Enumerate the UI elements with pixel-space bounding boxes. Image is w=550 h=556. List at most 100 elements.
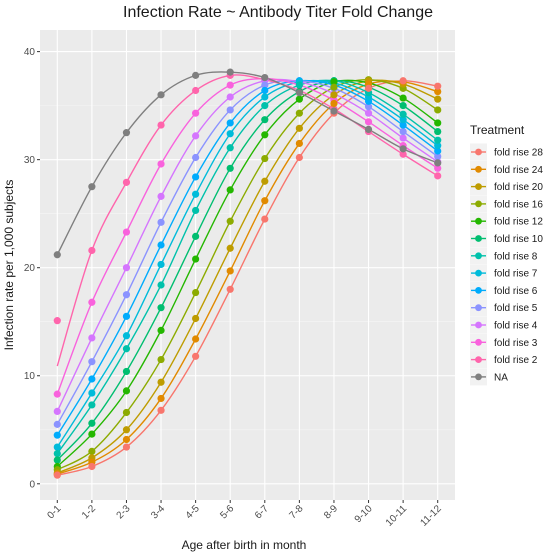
data-point-fold-rise-12 [227,186,234,193]
legend-label: fold rise 5 [494,303,538,314]
data-point-fold-rise-5 [88,358,95,365]
data-point-na [330,107,337,114]
data-point-fold-rise-8 [123,345,130,352]
data-point-fold-rise-2 [54,317,61,324]
data-point-fold-rise-12 [192,255,199,262]
x-tick-label: 5-6 [218,503,236,521]
data-point-fold-rise-24 [261,197,268,204]
data-point-na [434,159,441,166]
legend-label: fold rise 3 [494,338,538,349]
data-point-fold-rise-8 [88,401,95,408]
data-point-fold-rise-12 [400,94,407,101]
x-tick-label: 7-8 [287,503,305,521]
data-point-fold-rise-8 [434,137,441,144]
data-point-fold-rise-28 [296,154,303,161]
legend-item-fold-rise-3: fold rise 3 [470,334,538,351]
data-point-fold-rise-5 [157,219,164,226]
data-point-na [261,74,268,81]
data-point-fold-rise-10 [192,233,199,240]
data-point-fold-rise-12 [88,430,95,437]
x-tick-label: 1-2 [80,503,98,521]
data-point-fold-rise-16 [123,409,130,416]
x-tick-label: 6-7 [253,503,271,521]
data-point-fold-rise-28 [434,83,441,90]
data-point-fold-rise-20 [123,426,130,433]
legend-key-point [475,304,482,311]
data-point-fold-rise-6 [261,87,268,94]
y-tick-label: 40 [24,47,36,58]
legend-key-point [475,183,482,190]
data-point-fold-rise-24 [330,100,337,107]
data-point-fold-rise-12 [296,96,303,103]
data-point-fold-rise-4 [157,193,164,200]
data-point-fold-rise-24 [227,267,234,274]
legend-key-point [475,252,482,259]
data-point-na [88,183,95,190]
legend-key-point [475,339,482,346]
data-point-fold-rise-6 [192,173,199,180]
legend-item-fold-rise-4: fold rise 4 [470,317,538,334]
y-axis-title: Infection rate per 1,000 subjects [2,180,16,351]
x-tick-label: 10-11 [384,503,410,529]
data-point-fold-rise-2 [157,121,164,128]
legend-key-point [475,235,482,242]
legend-label: fold rise 16 [494,199,543,210]
x-tick-label: 9-10 [353,503,375,525]
legend-key-point [475,166,482,173]
legend-item-fold-rise-20: fold rise 20 [470,178,543,195]
y-tick-label: 0 [29,479,35,490]
legend-key-point [475,356,482,363]
data-point-fold-rise-8 [296,82,303,89]
legend-label: fold rise 10 [494,234,543,245]
data-point-fold-rise-7 [54,443,61,450]
legend-label: fold rise 4 [494,321,538,332]
data-point-fold-rise-16 [261,155,268,162]
data-point-fold-rise-20 [261,178,268,185]
data-point-fold-rise-2 [192,87,199,94]
legend-item-na: NA [470,368,508,385]
legend-key-point [475,287,482,294]
x-axis-title: Age after birth in month [182,538,307,552]
data-point-fold-rise-2 [434,172,441,179]
data-point-fold-rise-10 [434,128,441,135]
data-point-fold-rise-20 [192,315,199,322]
legend-item-fold-rise-24: fold rise 24 [470,161,543,178]
data-point-na [157,91,164,98]
legend-label: fold rise 6 [494,286,538,297]
data-point-fold-rise-5 [54,421,61,428]
data-point-fold-rise-7 [227,130,234,137]
data-point-fold-rise-4 [88,334,95,341]
y-tick-label: 30 [24,155,36,166]
data-point-fold-rise-6 [88,375,95,382]
data-point-fold-rise-6 [54,432,61,439]
legend-item-fold-rise-28: fold rise 28 [470,144,543,161]
data-point-fold-rise-4 [400,134,407,141]
x-tick-label: 0-1 [45,503,63,521]
data-point-na [227,69,234,76]
data-point-fold-rise-4 [365,110,372,117]
data-point-fold-rise-28 [88,463,95,470]
legend-label: fold rise 2 [494,355,538,366]
data-point-fold-rise-28 [192,353,199,360]
data-point-fold-rise-28 [400,77,407,84]
y-axis-ticks: 010203040 [24,47,40,490]
data-point-fold-rise-8 [400,111,407,118]
data-point-fold-rise-7 [157,261,164,268]
data-point-na [192,72,199,79]
data-point-fold-rise-10 [88,420,95,427]
data-point-fold-rise-28 [365,85,372,92]
data-point-fold-rise-3 [123,228,130,235]
y-tick-label: 10 [24,371,36,382]
legend-key-point [475,270,482,277]
data-point-na [123,129,130,136]
data-point-na [400,145,407,152]
x-axis-ticks: 0-1 1-2 2-3 3-4 4-5 5-6 6-7 7-8 8-9 9-10 10-11 11-1… [45,500,444,529]
data-point-fold-rise-3 [54,391,61,398]
data-point-fold-rise-20 [434,96,441,103]
data-point-fold-rise-24 [192,335,199,342]
data-point-fold-rise-2 [123,179,130,186]
data-point-fold-rise-4 [54,408,61,415]
legend-label: fold rise 28 [494,148,543,159]
data-point-fold-rise-6 [157,241,164,248]
